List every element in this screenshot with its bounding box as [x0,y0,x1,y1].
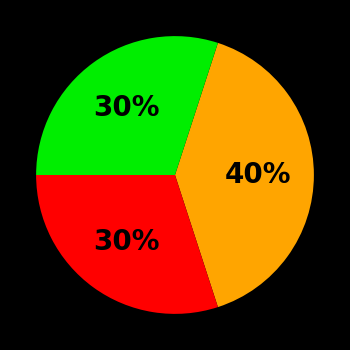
Text: 40%: 40% [225,161,292,189]
Wedge shape [175,43,314,307]
Wedge shape [36,175,218,314]
Wedge shape [36,36,218,175]
Text: 30%: 30% [93,93,159,121]
Text: 30%: 30% [93,229,159,257]
